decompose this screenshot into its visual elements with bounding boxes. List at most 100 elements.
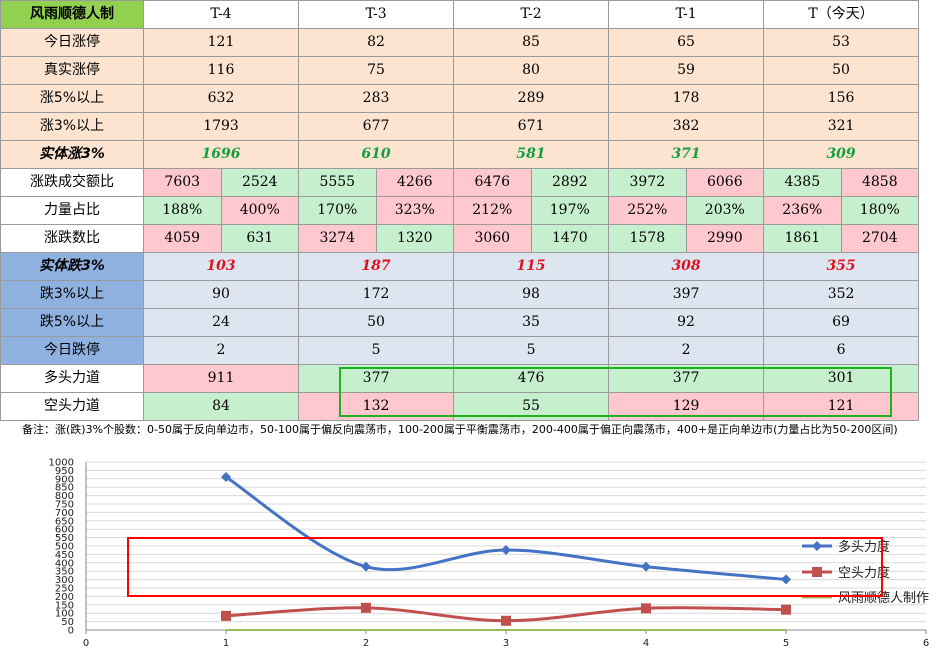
spreadsheet: 风雨顺德人制 T-4 T-3 T-2 T-1 T（今天） 今日涨停 121 82 85 65 53 真实…	[0, 0, 920, 436]
y-tick-label: 600	[55, 525, 74, 536]
cell-value: 308	[608, 252, 765, 281]
table-row-up3: 涨3%以上 1793 677 671 382 321	[0, 112, 920, 141]
x-tick-label: 6	[923, 638, 929, 649]
cell-value: 1696	[142, 140, 300, 169]
row-label: 涨5%以上	[0, 84, 144, 113]
y-tick-label: 550	[55, 533, 74, 544]
cell-value: 397	[608, 280, 765, 309]
data-point-diamond	[641, 561, 651, 572]
data-point-square	[781, 604, 791, 615]
table-row-count-ratio: 涨跌数比 4059 631 3274 1320 3060 1470 1578 2990 1861 2…	[0, 224, 920, 253]
y-tick-label: 250	[55, 584, 74, 595]
highlight-box-red	[127, 537, 883, 597]
table-row-real-limit-up: 真实涨停 116 75 80 59 50	[0, 56, 920, 85]
cell-value: 6	[763, 336, 920, 365]
y-tick-label: 1000	[49, 458, 74, 469]
y-tick-label: 400	[55, 558, 74, 569]
row-label: 今日涨停	[0, 28, 144, 57]
column-header: T-2	[453, 0, 610, 29]
cell-value: 24	[142, 308, 300, 337]
cell-value: 53	[763, 28, 920, 57]
table-row-bear-power: 空头力道 84 132 55 129 121	[0, 392, 920, 421]
table-row-limit-down: 今日跌停 2 5 5 2 6	[0, 336, 920, 365]
cell-up: 170%	[298, 196, 377, 225]
y-tick-label: 200	[55, 592, 74, 603]
table-row-limit-up: 今日涨停 121 82 85 65 53	[0, 28, 920, 57]
y-tick-label: 450	[55, 550, 74, 561]
cell-up: 3972	[608, 168, 687, 197]
cell-up: 7603	[143, 168, 222, 197]
row-label: 实体跌3%	[0, 252, 144, 281]
cell-value: 476	[453, 364, 610, 393]
y-tick-label: 300	[55, 575, 74, 586]
cell-value: 301	[763, 364, 920, 393]
footnote: 备注：涨(跌)3%个股数：0-50属于反向单边市，50-100属于偏反向震荡市，…	[22, 423, 898, 436]
row-label: 实体涨3%	[0, 140, 144, 169]
cell-up: 188%	[143, 196, 222, 225]
cell-value: 352	[763, 280, 920, 309]
cell-value: 2	[608, 336, 765, 365]
y-tick-label: 150	[55, 600, 74, 611]
cell-value: 371	[608, 140, 765, 169]
cell-down: 2524	[220, 168, 300, 197]
row-label: 真实涨停	[0, 56, 144, 85]
data-point-diamond	[501, 545, 511, 556]
table-row-down3: 跌3%以上 90 172 98 397 352	[0, 280, 920, 309]
y-tick-label: 950	[55, 466, 74, 477]
row-label: 今日跌停	[0, 336, 144, 365]
data-point-square	[501, 615, 511, 626]
cell-down: 2704	[840, 224, 920, 253]
x-tick-label: 5	[783, 638, 789, 649]
x-tick-label: 0	[83, 638, 89, 649]
row-label: 涨跌数比	[0, 224, 144, 253]
cell-value: 121	[142, 28, 300, 57]
cell-up: 6476	[453, 168, 532, 197]
cell-down: 4266	[375, 168, 455, 197]
cell-down: 6066	[685, 168, 765, 197]
cell-value: 309	[763, 140, 920, 169]
table-row-bull-power: 多头力道 911 377 476 377 301	[0, 364, 920, 393]
column-header: T-4	[142, 0, 300, 29]
cell-up: 5555	[298, 168, 377, 197]
data-point-diamond	[361, 561, 371, 572]
cell-value: 85	[453, 28, 610, 57]
cell-value: 156	[763, 84, 920, 113]
row-label: 涨跌成交额比	[0, 168, 144, 197]
cell-value: 90	[142, 280, 300, 309]
y-tick-label: 0	[68, 626, 74, 637]
series-line-0	[225, 475, 787, 581]
cell-value: 116	[142, 56, 300, 85]
cell-down: 203%	[685, 196, 765, 225]
table-row-up5: 涨5%以上 632 283 289 178 156	[0, 84, 920, 113]
cell-up: 252%	[608, 196, 687, 225]
data-point-square	[361, 602, 371, 613]
chart-svg: 0501001502002503003504004505005506006507…	[49, 458, 930, 650]
cell-value: 55	[453, 392, 610, 421]
y-tick-label: 850	[55, 483, 74, 494]
table-row-down5: 跌5%以上 24 50 35 92 69	[0, 308, 920, 337]
cell-value: 289	[453, 84, 610, 113]
cell-value: 92	[608, 308, 765, 337]
y-tick-label: 50	[61, 617, 74, 628]
cell-down: 400%	[220, 196, 300, 225]
cell-value: 50	[298, 308, 455, 337]
cell-down: 323%	[375, 196, 455, 225]
cell-down: 180%	[840, 196, 920, 225]
cell-value: 5	[453, 336, 610, 365]
data-point-square	[221, 610, 231, 621]
line-chart: 0 50 100 150 200 250 300 350 400 450 500 550 600 650 7…	[0, 448, 942, 671]
cell-down: 1320	[375, 224, 455, 253]
cell-value: 581	[453, 140, 610, 169]
table-row-solid-up3: 实体涨3% 1696 610 581 371 309	[0, 140, 920, 169]
cell-value: 132	[298, 392, 455, 421]
data-point-diamond	[781, 574, 791, 585]
column-header: T（今天）	[763, 0, 920, 29]
cell-value: 65	[608, 28, 765, 57]
cell-down: 197%	[530, 196, 610, 225]
cell-down: 4858	[840, 168, 920, 197]
cell-value: 382	[608, 112, 765, 141]
cell-value: 69	[763, 308, 920, 337]
cell-value: 121	[763, 392, 920, 421]
row-label: 涨3%以上	[0, 112, 144, 141]
x-tick-label: 3	[503, 638, 509, 649]
